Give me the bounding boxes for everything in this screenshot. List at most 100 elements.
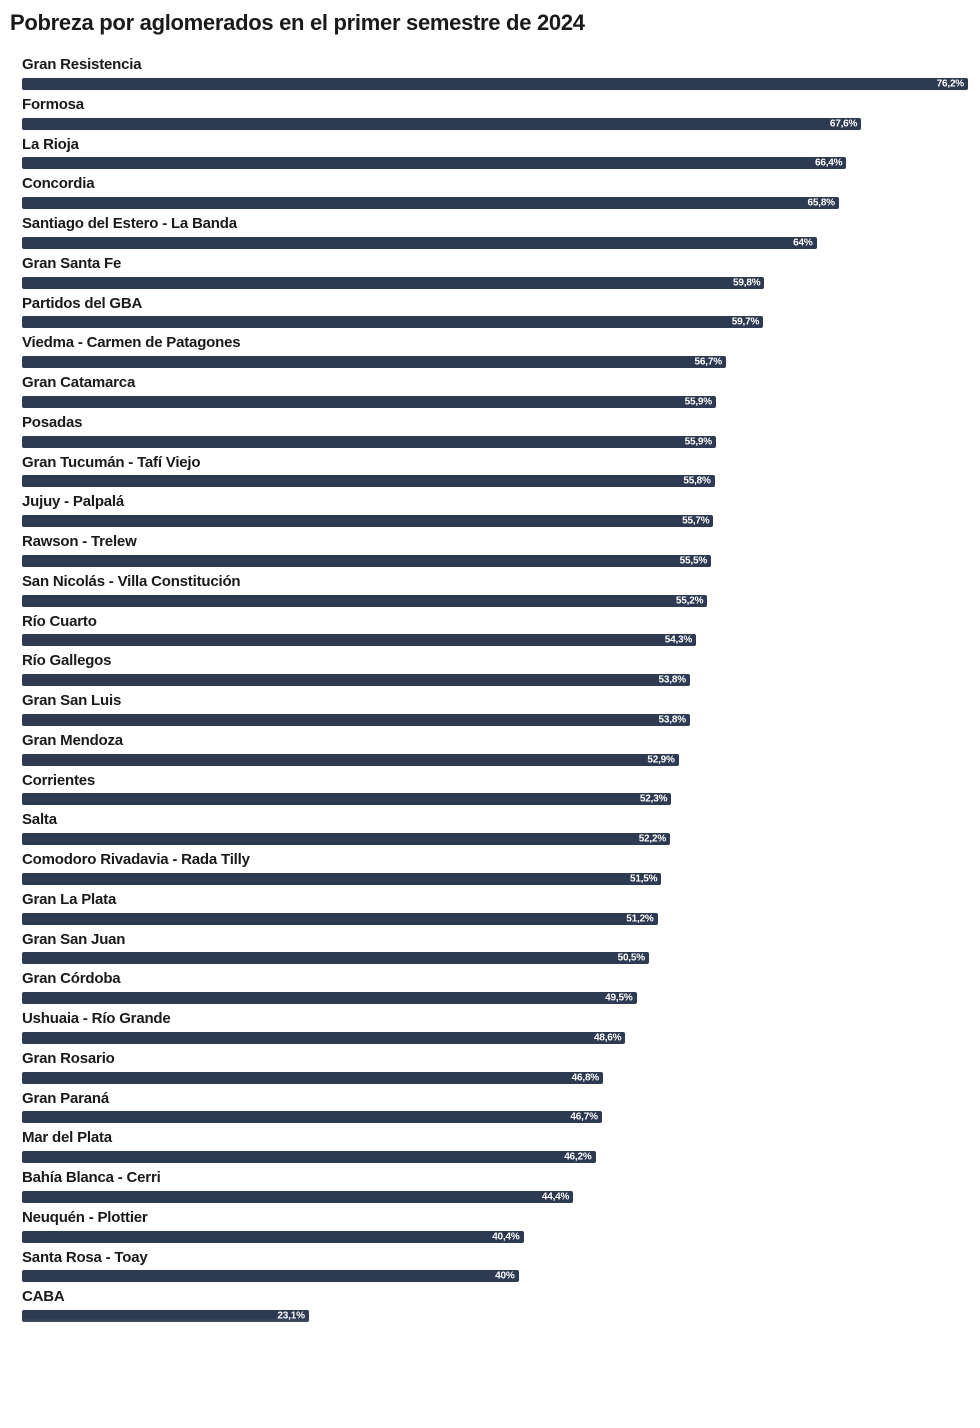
bar-label: Posadas (22, 412, 970, 434)
bar: 44,4% (22, 1191, 573, 1203)
bar-label: Formosa (22, 94, 970, 116)
bar-track: 46,8% (22, 1072, 970, 1084)
bar-label: Jujuy - Palpalá (22, 491, 970, 513)
bar-value: 64% (793, 237, 812, 248)
bar-value: 55,5% (680, 555, 707, 566)
bar-value: 52,9% (647, 754, 674, 765)
bar: 56,7% (22, 356, 726, 368)
bar-label: Gran Rosario (22, 1048, 970, 1070)
bar: 55,5% (22, 555, 711, 567)
bar-label: Gran Resistencia (22, 54, 970, 76)
chart-row: Rawson - Trelew55,5% (22, 531, 970, 567)
bar-value: 66,4% (815, 158, 842, 169)
bar-track: 52,9% (22, 754, 970, 766)
bar-label: Ushuaia - Río Grande (22, 1008, 970, 1030)
bar: 51,5% (22, 873, 661, 885)
bar: 55,9% (22, 396, 716, 408)
bar-track: 59,7% (22, 316, 970, 328)
chart-row: Santa Rosa - Toay 40% (22, 1247, 970, 1283)
chart-row: Gran Córdoba 49,5% (22, 968, 970, 1004)
chart-row: Bahía Blanca - Cerri 44,4% (22, 1167, 970, 1203)
bar-track: 56,7% (22, 356, 970, 368)
chart-container: Pobreza por aglomerados en el primer sem… (0, 0, 980, 1322)
bar-value: 46,8% (572, 1072, 599, 1083)
bar: 55,2% (22, 595, 707, 607)
chart-row: Gran Mendoza 52,9% (22, 730, 970, 766)
bar-track: 76,2% (22, 78, 970, 90)
bar-value: 59,8% (733, 277, 760, 288)
bar: 40% (22, 1270, 519, 1282)
bar-label: Viedma - Carmen de Patagones (22, 332, 970, 354)
bar-value: 49,5% (605, 993, 632, 1004)
chart-row: Río Gallegos 53,8% (22, 650, 970, 686)
bar-value: 55,9% (685, 396, 712, 407)
bar-track: 46,7% (22, 1111, 970, 1123)
bar-label: Partidos del GBA (22, 293, 970, 315)
bar: 51,2% (22, 913, 658, 925)
bar-value: 48,6% (594, 1032, 621, 1043)
bar-label: Comodoro Rivadavia - Rada Tilly (22, 849, 970, 871)
bar-track: 52,2% (22, 833, 970, 845)
chart-row: Gran Paraná46,7% (22, 1088, 970, 1124)
bar-track: 55,9% (22, 436, 970, 448)
bar-track: 64% (22, 237, 970, 249)
chart-row: Viedma - Carmen de Patagones 56,7% (22, 332, 970, 368)
bar-value: 55,9% (685, 436, 712, 447)
bar-value: 46,7% (570, 1112, 597, 1123)
bar: 55,7% (22, 515, 713, 527)
bar-track: 51,2% (22, 913, 970, 925)
chart-title: Pobreza por aglomerados en el primer sem… (10, 10, 970, 36)
bar-track: 44,4% (22, 1191, 970, 1203)
bar: 46,7% (22, 1111, 602, 1123)
bar-value: 55,7% (682, 516, 709, 527)
bar: 46,2% (22, 1151, 596, 1163)
bar: 66,4% (22, 157, 846, 169)
bar-label: Corrientes (22, 770, 970, 792)
bar-track: 51,5% (22, 873, 970, 885)
bar-label: San Nicolás - Villa Constitución (22, 571, 970, 593)
bar: 52,3% (22, 793, 671, 805)
bar-label: Río Gallegos (22, 650, 970, 672)
bar-label: Mar del Plata (22, 1127, 970, 1149)
bar-track: 46,2% (22, 1151, 970, 1163)
chart-row: Gran Rosario 46,8% (22, 1048, 970, 1084)
bar-track: 67,6% (22, 118, 970, 130)
bar: 59,8% (22, 277, 764, 289)
bar: 53,8% (22, 674, 690, 686)
bar-label: Gran Catamarca (22, 372, 970, 394)
chart-row: Ushuaia - Río Grande 48,6% (22, 1008, 970, 1044)
bar-label: Neuquén - Plottier (22, 1207, 970, 1229)
bar: 54,3% (22, 634, 696, 646)
chart-row: Jujuy - Palpalá 55,7% (22, 491, 970, 527)
bar-chart: Gran Resistencia 76,2% Formosa 67,6% La Rioj… (10, 54, 970, 1322)
bar-track: 55,5% (22, 555, 970, 567)
bar: 65,8% (22, 197, 839, 209)
bar: 52,9% (22, 754, 679, 766)
bar-track: 55,8% (22, 475, 970, 487)
bar-label: Santa Rosa - Toay (22, 1247, 970, 1269)
bar-label: Gran Tucumán - Tafí Viejo (22, 452, 970, 474)
bar-label: La Rioja (22, 134, 970, 156)
chart-row: Concordia65,8% (22, 173, 970, 209)
bar-label: Gran Córdoba (22, 968, 970, 990)
bar-track: 55,7% (22, 515, 970, 527)
bar-track: 65,8% (22, 197, 970, 209)
chart-row: Santiago del Estero - La Banda 64% (22, 213, 970, 249)
bar-track: 40,4% (22, 1231, 970, 1243)
bar: 59,7% (22, 316, 763, 328)
bar-value: 46,2% (564, 1152, 591, 1163)
bar-value: 52,3% (640, 794, 667, 805)
bar-label: Bahía Blanca - Cerri (22, 1167, 970, 1189)
bar-label: Santiago del Estero - La Banda (22, 213, 970, 235)
bar-value: 52,2% (639, 834, 666, 845)
bar-value: 40% (495, 1271, 514, 1282)
bar-value: 40,4% (492, 1231, 519, 1242)
bar-value: 55,8% (683, 476, 710, 487)
bar: 49,5% (22, 992, 637, 1004)
bar-label: Gran San Luis (22, 690, 970, 712)
bar: 55,8% (22, 475, 715, 487)
chart-row: La Rioja 66,4% (22, 134, 970, 170)
bar-track: 55,9% (22, 396, 970, 408)
bar-track: 49,5% (22, 992, 970, 1004)
bar-label: Gran Mendoza (22, 730, 970, 752)
